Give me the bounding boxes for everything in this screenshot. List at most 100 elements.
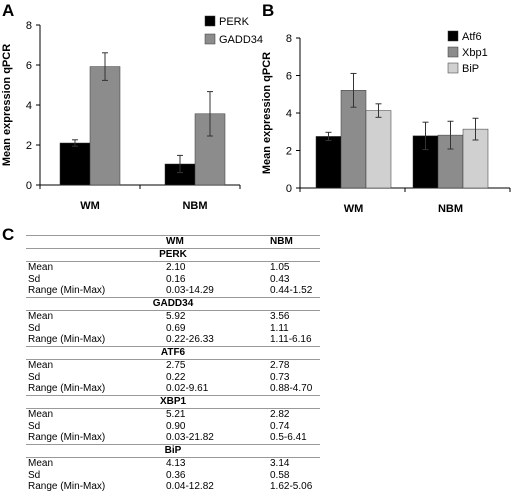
table-section-row: PERK bbox=[26, 247, 320, 262]
table-row-label: Mean bbox=[28, 261, 54, 273]
table-cell-value: 0.36 bbox=[166, 469, 186, 481]
table-section-row: BiP bbox=[26, 443, 320, 458]
table-row-label: Range (Min-Max) bbox=[28, 432, 106, 444]
panel-label-b: B bbox=[262, 1, 274, 20]
table-row-label: Mean bbox=[28, 359, 54, 371]
chart-a: Mean expression qPCR 0 2 4 6 8 WM NBM PERK GADD34 bbox=[1, 15, 263, 212]
y-tick-label: 2 bbox=[26, 140, 32, 152]
table-section-title: BiP bbox=[26, 443, 320, 458]
y-axis-title: Mean expression qPCR bbox=[1, 44, 13, 166]
table-cell-value: 2.10 bbox=[166, 261, 186, 273]
table-section-row: GADD34 bbox=[26, 296, 320, 311]
y-tick-label: 0 bbox=[26, 180, 32, 192]
y-tick-label: 4 bbox=[286, 108, 292, 120]
table-cell-value: 0.03-21.82 bbox=[166, 432, 214, 444]
chart-b: Mean expression qPCR 0 2 4 6 8 WM NBM Atf6 Xbp1 Bi… bbox=[261, 30, 511, 215]
x-category-label: WM bbox=[344, 203, 364, 215]
table-cell-value: 0.69 bbox=[166, 322, 186, 334]
table-section-row: XBP1 bbox=[26, 394, 320, 409]
table-cell-value: 0.16 bbox=[166, 273, 186, 285]
legend-swatch bbox=[204, 15, 216, 27]
y-tick-label: 6 bbox=[286, 71, 292, 83]
bar-perk-wm bbox=[59, 142, 91, 186]
table-cell-value: 0.04-12.82 bbox=[166, 481, 214, 493]
table-cell-value: 0.43 bbox=[270, 273, 290, 285]
legend-swatch bbox=[204, 33, 216, 45]
legend-swatch bbox=[447, 30, 459, 42]
y-tick-label: 0 bbox=[286, 183, 292, 195]
table-row: Sd 0.16 0.43 bbox=[26, 273, 320, 285]
table-cell-value: 0.90 bbox=[166, 420, 186, 432]
table-header-row: WM NBM bbox=[26, 235, 320, 249]
table-row-label: Mean bbox=[28, 457, 54, 469]
table-cell-value: 0.02-9.61 bbox=[166, 383, 209, 395]
panel-label-a: A bbox=[2, 1, 14, 20]
table-header-nbm: NBM bbox=[258, 235, 320, 249]
table-cell-value: 2.75 bbox=[166, 359, 186, 371]
table-body: PERK Mean 2.10 1.05 Sd 0.16 0.43 Range (Min-Max… bbox=[26, 247, 320, 493]
table-cell-value: 1.05 bbox=[270, 261, 290, 273]
bar-atf6-wm bbox=[315, 136, 342, 189]
x-category-label: NBM bbox=[182, 200, 207, 212]
table-row-label: Sd bbox=[28, 322, 41, 334]
table-section-title: GADD34 bbox=[26, 296, 320, 311]
legend-label: PERK bbox=[219, 16, 250, 28]
y-tick-label: 8 bbox=[26, 20, 32, 32]
table-cell-value: 0.88-4.70 bbox=[270, 383, 313, 395]
table-row: Range (Min-Max) 0.04-12.82 1.62-5.06 bbox=[26, 481, 320, 493]
legend-label: GADD34 bbox=[219, 34, 263, 46]
y-tick-label: 8 bbox=[286, 33, 292, 45]
table-section-row: ATF6 bbox=[26, 345, 320, 360]
table-cell-value: 0.73 bbox=[270, 371, 290, 383]
x-category-label: NBM bbox=[438, 203, 463, 215]
table-cell-value: 1.11-6.16 bbox=[270, 334, 312, 346]
table-cell-value: 0.58 bbox=[270, 469, 290, 481]
legend-swatch bbox=[447, 62, 459, 74]
table-cell-value: 0.22-26.33 bbox=[166, 334, 214, 346]
table-row: Mean 2.10 1.05 bbox=[26, 261, 320, 273]
table-row-label: Range (Min-Max) bbox=[28, 481, 106, 493]
table-row-label: Range (Min-Max) bbox=[28, 285, 106, 297]
bar-bip-wm bbox=[365, 110, 392, 189]
table-header-blank bbox=[26, 235, 140, 249]
table-row: Sd 0.36 0.58 bbox=[26, 469, 320, 481]
table-section-title: PERK bbox=[26, 247, 320, 262]
table-cell-value: 0.5-6.41 bbox=[270, 432, 307, 444]
legend-label: BiP bbox=[462, 63, 479, 75]
table-cell-value: 0.74 bbox=[270, 420, 290, 432]
x-category-label: WM bbox=[80, 200, 100, 212]
table-cell-value: 3.14 bbox=[270, 457, 290, 469]
table-row: Range (Min-Max) 0.02-9.61 0.88-4.70 bbox=[26, 383, 320, 395]
table-cell-value: 5.92 bbox=[166, 310, 186, 322]
panel-label-c: C bbox=[2, 225, 14, 244]
table-row: Sd 0.22 0.73 bbox=[26, 371, 320, 383]
y-tick-label: 2 bbox=[286, 146, 292, 158]
table-row: Mean 5.21 2.82 bbox=[26, 408, 320, 420]
table-row-label: Mean bbox=[28, 310, 54, 322]
table-row-label: Sd bbox=[28, 371, 41, 383]
table-cell-value: 3.56 bbox=[270, 310, 290, 322]
legend-label: Atf6 bbox=[462, 31, 482, 43]
table-row: Range (Min-Max) 0.22-26.33 1.11-6.16 bbox=[26, 334, 320, 346]
summary-table: WM NBM PERK Mean 2.10 1.05 Sd 0.16 0.43 Range (… bbox=[26, 235, 320, 493]
y-axis-title: Mean expression qPCR bbox=[261, 52, 273, 174]
table-row-label: Sd bbox=[28, 469, 41, 481]
table-row-label: Sd bbox=[28, 273, 41, 285]
bar-gadd34-wm bbox=[89, 66, 121, 186]
table-cell-value: 2.78 bbox=[270, 359, 290, 371]
table-row: Range (Min-Max) 0.03-21.82 0.5-6.41 bbox=[26, 432, 320, 444]
table-cell-value: 0.44-1.52 bbox=[270, 285, 313, 297]
table-row-label: Range (Min-Max) bbox=[28, 383, 106, 395]
table-section-title: XBP1 bbox=[26, 394, 320, 409]
table-cell-value: 1.62-5.06 bbox=[270, 481, 313, 493]
table-row: Mean 2.75 2.78 bbox=[26, 359, 320, 371]
table-row-label: Mean bbox=[28, 408, 54, 420]
table-section-title: ATF6 bbox=[26, 345, 320, 360]
table-row: Sd 0.90 0.74 bbox=[26, 420, 320, 432]
table-row: Mean 4.13 3.14 bbox=[26, 457, 320, 469]
table-row: Mean 5.92 3.56 bbox=[26, 310, 320, 322]
y-tick-label: 4 bbox=[26, 100, 32, 112]
legend-label: Xbp1 bbox=[462, 47, 488, 59]
table-header-wm: WM bbox=[140, 235, 258, 249]
